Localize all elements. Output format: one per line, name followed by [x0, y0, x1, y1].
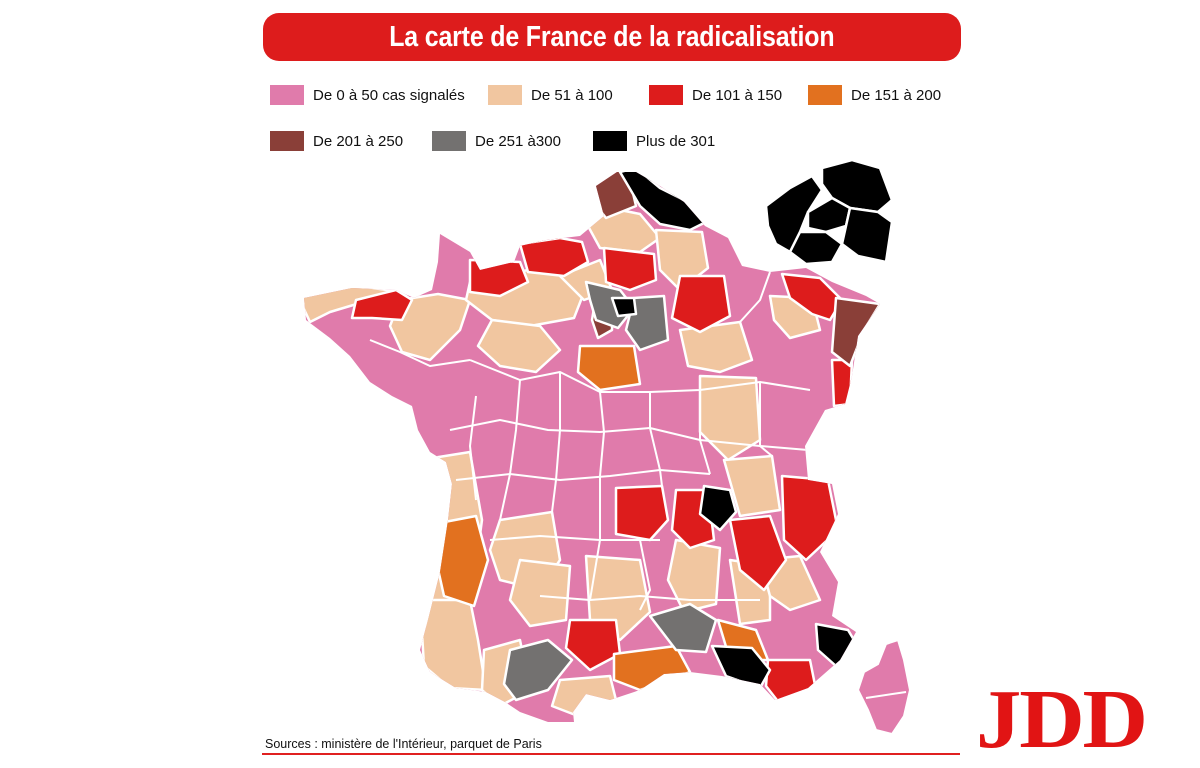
dept-region-black-rhone: [698, 484, 738, 532]
legend-label: De 101 à 150: [692, 86, 783, 104]
legend-swatch-pink: [270, 85, 304, 105]
legend-label: De 51 à 100: [531, 86, 613, 104]
title-banner: La carte de France de la radicalisation: [263, 13, 961, 61]
border-line: [469, 359, 811, 393]
border-line: [759, 382, 773, 457]
corsica-shape: [856, 638, 912, 736]
dept-region-black-bouches-du-rhone: [710, 644, 772, 690]
dept-region-beige-mayenne: [388, 292, 472, 362]
border-line: [469, 395, 477, 501]
jdd-logo: JDD: [976, 673, 1148, 766]
legend-swatch-gray: [432, 131, 466, 151]
border-line: [699, 390, 711, 475]
dept-region-black-paris: [610, 296, 638, 318]
dept-region-beige-aube: [678, 320, 754, 374]
legend-item-0-50: De 0 à 50 cas signalés: [270, 82, 465, 108]
dept-region-orange-loiret: [576, 344, 642, 392]
border-line: [649, 392, 663, 487]
border-line: [589, 391, 605, 601]
border-line: [455, 469, 711, 481]
dept-region-brown-bas-rhin: [830, 296, 880, 368]
dept-region-gray-haute-garonne: [502, 638, 574, 702]
dept-region-red-puy-de-dome: [614, 484, 670, 542]
border-line: [489, 535, 660, 541]
map-title: La carte de France de la radicalisation: [389, 20, 835, 53]
footer-rule: [262, 753, 960, 755]
dept-region-beige-ardeche: [666, 538, 722, 614]
dept-region-red-savoie: [780, 474, 840, 562]
legend-item-101-150: De 101 à 150: [649, 82, 782, 108]
legend-item-151-200: De 151 à 200: [808, 82, 941, 108]
legend: De 0 à 50 cas signalés De 51 à 100 De 10…: [270, 80, 990, 160]
corsica: [856, 638, 912, 736]
legend-label: De 151 à 200: [851, 86, 942, 104]
border-line: [739, 271, 771, 323]
legend-label: Plus de 301: [636, 132, 716, 150]
sources-note: Sources : ministère de l'Intérieur, parq…: [265, 737, 542, 751]
legend-swatch-beige: [488, 85, 522, 105]
dept-region-gray-gard: [648, 602, 718, 654]
legend-label: De 251 à300: [475, 132, 561, 150]
legend-item-201-250: De 201 à 250: [270, 128, 403, 154]
inset-dept-south: [788, 230, 844, 266]
legend-label: De 201 à 250: [313, 132, 404, 150]
dept-region-red-isere: [728, 514, 788, 592]
dept-region-red-haut-rhin: [830, 358, 854, 408]
dept-region-red-moselle: [780, 272, 844, 322]
dept-region-beige-lot: [508, 558, 572, 628]
dept-region-beige-aude: [550, 674, 618, 718]
inset-dept-east: [840, 206, 894, 264]
legend-swatch-black: [593, 131, 627, 151]
dept-region-beige-sarthe: [476, 318, 562, 374]
border-line: [639, 539, 651, 611]
legend-label: De 0 à 50 cas signalés: [313, 86, 465, 104]
border-line: [551, 372, 561, 513]
dept-region-orange-herault: [612, 644, 692, 692]
border-line: [449, 419, 809, 451]
dept-region-red-tarn: [564, 618, 622, 672]
inset-dept-west: [764, 174, 824, 254]
legend-item-51-100: De 51 à 100: [488, 82, 613, 108]
border-line: [499, 379, 521, 521]
dept-region-red-marne: [670, 274, 732, 334]
department-borders: [369, 271, 811, 611]
legend-item-301-plus: Plus de 301: [593, 128, 715, 154]
legend-swatch-brown: [270, 131, 304, 151]
legend-swatch-red: [649, 85, 683, 105]
corsica-border: [865, 691, 907, 699]
ile-de-france-inset: [764, 158, 894, 266]
legend-item-251-300: De 251 à300: [432, 128, 561, 154]
legend-swatch-orange: [808, 85, 842, 105]
dept-region-red-var: [764, 658, 818, 706]
dept-region-red-cotes-armor: [350, 288, 414, 322]
border-line: [369, 339, 471, 367]
dept-region-beige-ain: [722, 454, 782, 518]
border-line: [539, 595, 760, 601]
dept-region-red-oise: [602, 246, 658, 292]
